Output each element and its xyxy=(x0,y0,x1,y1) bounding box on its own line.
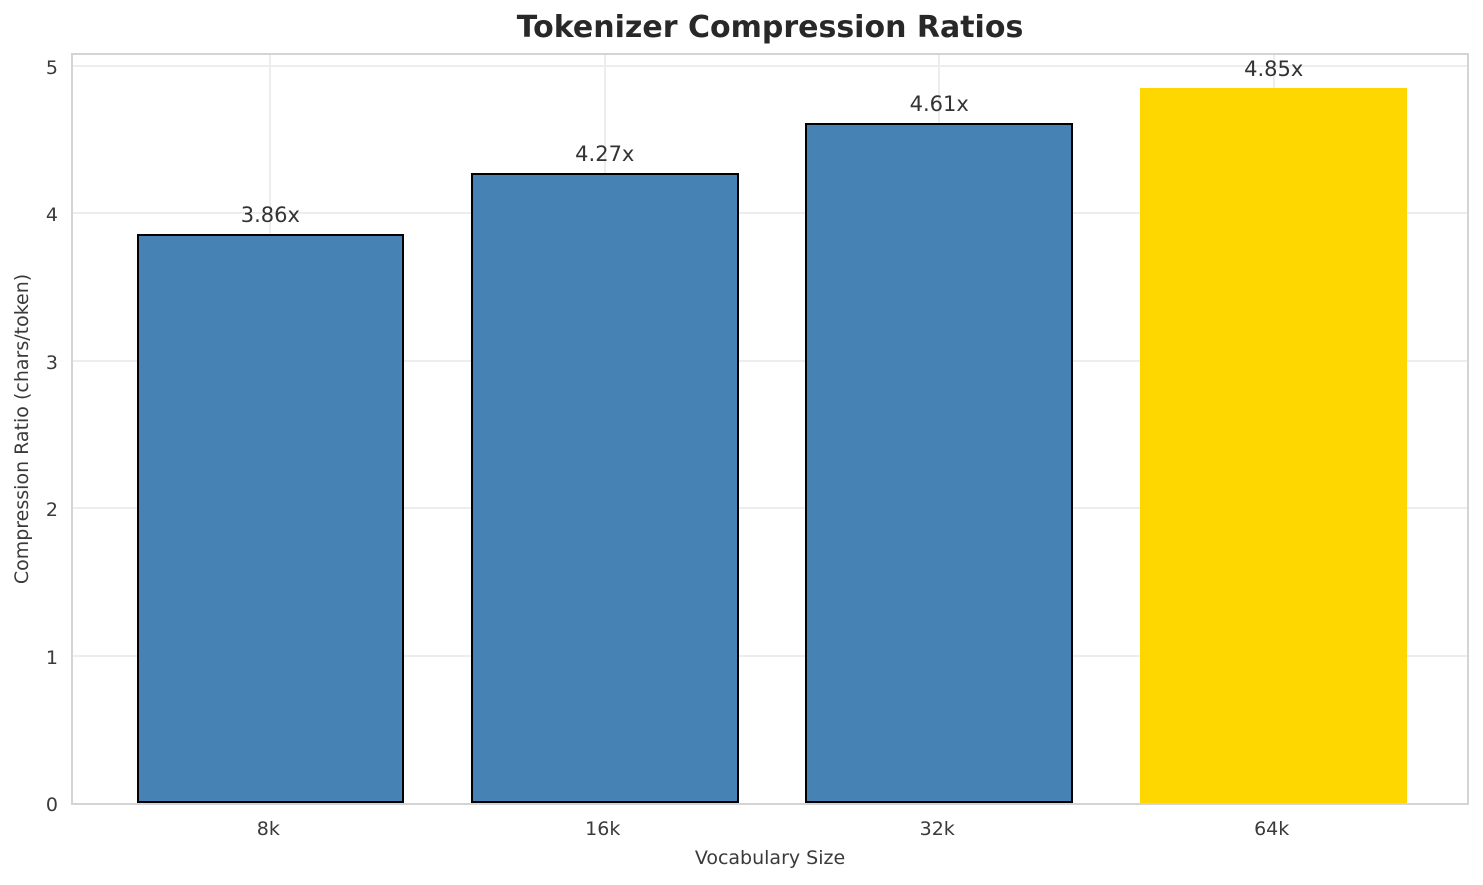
gridline-horizontal xyxy=(73,212,1467,215)
chart-title: Tokenizer Compression Ratios xyxy=(516,10,1024,45)
x-axis-label: Vocabulary Size xyxy=(694,847,846,869)
bar-32k xyxy=(805,123,1073,803)
x-tick-label: 64k xyxy=(1254,818,1290,840)
bar-value-label: 4.85x xyxy=(1244,56,1304,81)
bar-value-label: 4.27x xyxy=(575,142,635,167)
bar-64k xyxy=(1139,87,1408,803)
gridline-horizontal xyxy=(73,654,1467,657)
y-tick-label: 4 xyxy=(45,204,58,227)
y-tick-label: 2 xyxy=(45,499,58,522)
x-tick-label: 16k xyxy=(585,818,621,840)
bar-8k xyxy=(136,233,405,803)
gridline-horizontal xyxy=(73,359,1467,362)
y-tick-label: 5 xyxy=(45,56,58,79)
gridline-horizontal xyxy=(73,507,1467,510)
gridline-horizontal xyxy=(73,64,1467,67)
bar-16k xyxy=(470,173,739,803)
y-tick-label: 0 xyxy=(45,794,58,816)
bar-value-label: 4.61x xyxy=(909,92,969,117)
bar-value-label: 3.86x xyxy=(240,202,300,227)
x-tick-label: 32k xyxy=(919,818,955,840)
plot-area: 3.86x 4.27x 4.61x 4.85x xyxy=(71,53,1469,805)
y-axis-label: Compression Ratio (chars/token) xyxy=(11,273,33,585)
y-tick-label: 3 xyxy=(45,351,58,374)
y-tick-label: 1 xyxy=(45,646,58,669)
x-tick-label: 8k xyxy=(256,818,280,840)
